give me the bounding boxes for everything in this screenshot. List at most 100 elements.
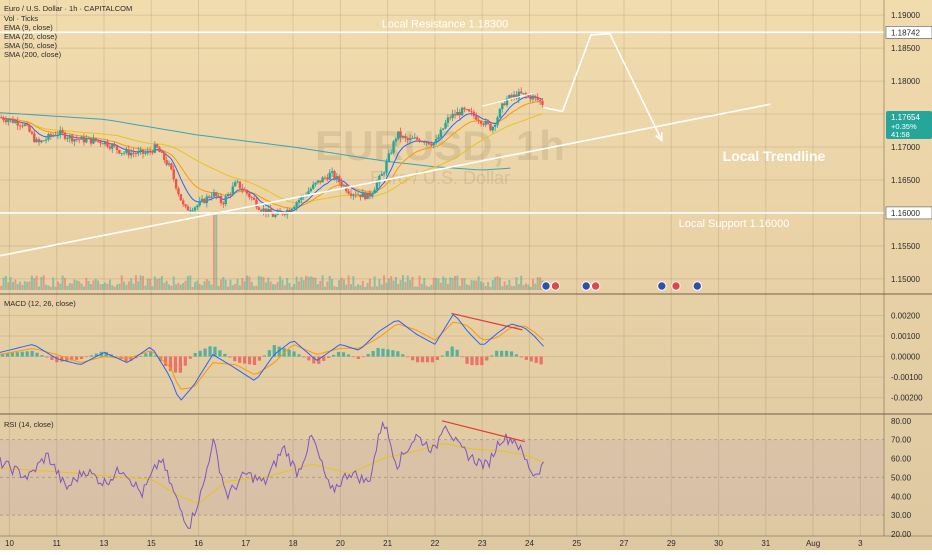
candle[interactable] — [368, 192, 372, 197]
legend-vol[interactable]: Vol · Ticks — [4, 14, 38, 23]
candle[interactable] — [536, 97, 539, 101]
candle[interactable] — [245, 189, 249, 194]
candle[interactable] — [458, 112, 461, 116]
candle[interactable] — [359, 194, 362, 198]
candle[interactable] — [125, 149, 128, 153]
candle[interactable] — [250, 197, 253, 198]
candle[interactable] — [527, 95, 530, 96]
event-flag-icon[interactable] — [550, 281, 561, 291]
candle[interactable] — [165, 160, 168, 165]
candle[interactable] — [392, 141, 395, 153]
candle[interactable] — [177, 188, 180, 195]
candle[interactable] — [366, 192, 369, 200]
candle[interactable] — [465, 109, 469, 111]
candle[interactable] — [167, 163, 171, 165]
candle[interactable] — [229, 193, 232, 195]
candle[interactable] — [99, 141, 102, 144]
candle[interactable] — [508, 95, 511, 99]
candle[interactable] — [439, 129, 443, 138]
candle[interactable] — [212, 192, 216, 197]
candle[interactable] — [394, 138, 398, 142]
candle[interactable] — [486, 120, 490, 124]
candle[interactable] — [35, 139, 38, 142]
candle[interactable] — [385, 161, 388, 173]
candle[interactable] — [47, 134, 50, 140]
candle[interactable] — [243, 189, 246, 191]
candle[interactable] — [363, 192, 367, 200]
candle[interactable] — [503, 103, 506, 106]
rsi-legend[interactable]: RSI (14, close) — [4, 420, 54, 429]
candle[interactable] — [120, 153, 123, 154]
candle[interactable] — [389, 152, 393, 154]
candle[interactable] — [472, 112, 476, 116]
candle[interactable] — [262, 208, 265, 212]
candle[interactable] — [146, 150, 149, 154]
legend-sma50[interactable]: SMA (50, close) — [4, 41, 57, 50]
candle[interactable] — [127, 149, 131, 156]
candle[interactable] — [189, 210, 192, 212]
candle[interactable] — [330, 171, 334, 173]
candle[interactable] — [184, 204, 187, 207]
candle[interactable] — [49, 134, 53, 137]
candle[interactable] — [482, 123, 485, 125]
candle[interactable] — [349, 193, 353, 196]
candle[interactable] — [387, 153, 391, 162]
event-flag-icon[interactable] — [671, 281, 681, 291]
candle[interactable] — [82, 136, 86, 143]
candle[interactable] — [297, 200, 301, 203]
candle[interactable] — [534, 95, 537, 98]
candle[interactable] — [326, 177, 329, 180]
candle[interactable] — [524, 93, 528, 96]
candle[interactable] — [311, 184, 315, 189]
candle[interactable] — [207, 196, 211, 198]
candle[interactable] — [269, 209, 272, 214]
candle[interactable] — [264, 208, 268, 214]
candle[interactable] — [70, 135, 74, 142]
candle[interactable] — [489, 123, 492, 131]
pane-separators[interactable] — [0, 0, 932, 537]
candle[interactable] — [193, 207, 197, 211]
price-axes[interactable]: 1.190001.185001.180001.175001.170001.165… — [885, 11, 932, 539]
candle[interactable] — [141, 149, 145, 154]
candle[interactable] — [347, 191, 350, 194]
candle[interactable] — [538, 100, 542, 102]
candle[interactable] — [23, 124, 27, 126]
candle[interactable] — [144, 153, 147, 154]
candle[interactable] — [134, 153, 138, 154]
candle[interactable] — [87, 137, 90, 139]
candle[interactable] — [108, 146, 112, 149]
candle[interactable] — [198, 201, 201, 206]
candle[interactable] — [352, 194, 355, 196]
candle[interactable] — [361, 192, 365, 198]
event-flag-icon[interactable] — [590, 281, 601, 291]
candle[interactable] — [373, 189, 376, 194]
candle[interactable] — [80, 136, 83, 140]
candle[interactable] — [68, 135, 71, 139]
candle[interactable] — [181, 200, 185, 205]
candle[interactable] — [203, 198, 206, 204]
candle[interactable] — [77, 139, 81, 141]
candle[interactable] — [28, 125, 31, 132]
candle[interactable] — [529, 95, 532, 100]
candle[interactable] — [113, 144, 116, 147]
candle[interactable] — [231, 186, 235, 195]
candle[interactable] — [106, 141, 109, 147]
date-axis[interactable]: 10 11 13 15 16 17 18 20 21 22 23 24 25 27 29 30 31 Aug 3 — [5, 539, 863, 548]
legend-ema9[interactable]: EMA (9, close) — [4, 23, 53, 32]
candle[interactable] — [434, 139, 438, 144]
candle[interactable] — [215, 192, 218, 197]
candle[interactable] — [179, 194, 183, 201]
candle[interactable] — [7, 120, 10, 123]
candle[interactable] — [522, 93, 525, 95]
candle[interactable] — [498, 108, 502, 118]
candle[interactable] — [73, 139, 76, 142]
candle[interactable] — [517, 91, 521, 99]
candle[interactable] — [479, 120, 483, 124]
candle[interactable] — [11, 119, 15, 123]
candle[interactable] — [415, 137, 419, 140]
candle[interactable] — [257, 207, 261, 210]
candle[interactable] — [418, 139, 421, 142]
candle[interactable] — [463, 107, 466, 110]
candle[interactable] — [316, 180, 320, 183]
candle[interactable] — [333, 171, 336, 179]
